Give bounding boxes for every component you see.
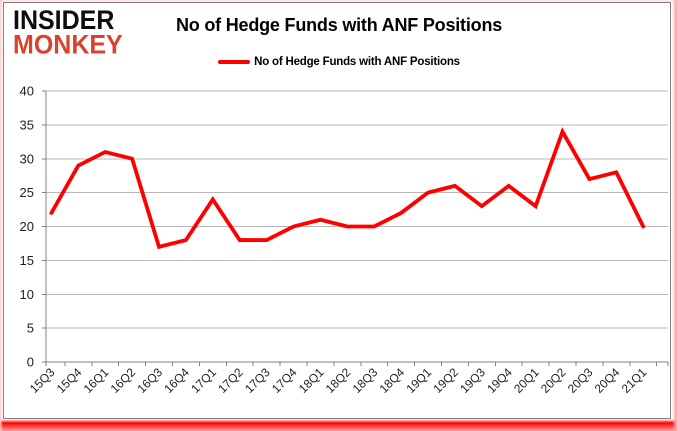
x-tick-label: 17Q4 bbox=[269, 365, 300, 396]
x-tick-label: 18Q1 bbox=[296, 365, 327, 396]
x-tick-label: 19Q3 bbox=[457, 365, 488, 396]
x-tick-label: 20Q1 bbox=[511, 365, 542, 396]
y-tick-label: 40 bbox=[20, 84, 34, 99]
x-tick-label: 15Q3 bbox=[27, 365, 58, 396]
y-tick-label: 30 bbox=[20, 151, 34, 166]
x-tick-label: 16Q4 bbox=[161, 365, 192, 396]
gridlines bbox=[46, 90, 668, 329]
x-tick-label: 16Q1 bbox=[81, 365, 112, 396]
x-tick-label: 15Q4 bbox=[54, 365, 85, 396]
y-tick-label: 20 bbox=[20, 219, 34, 234]
x-tick-label: 19Q1 bbox=[403, 365, 434, 396]
x-axis-labels: 15Q315Q416Q116Q216Q316Q417Q117Q217Q317Q4… bbox=[27, 365, 650, 396]
x-tick-label: 20Q3 bbox=[565, 365, 596, 396]
x-tick-label: 16Q3 bbox=[134, 365, 165, 396]
y-axis-labels: 0 5 10 15 20 25 30 35 40 bbox=[20, 84, 34, 370]
y-tick-label: 5 bbox=[27, 321, 34, 336]
legend-label: No of Hedge Funds with ANF Positions bbox=[254, 56, 460, 68]
chart-panel bbox=[3, 2, 671, 419]
x-tick-label: 19Q2 bbox=[430, 365, 461, 396]
x-tick-label: 16Q2 bbox=[108, 365, 139, 396]
x-tick-label: 20Q2 bbox=[538, 365, 569, 396]
logo-monkey-text: MONKEY bbox=[13, 30, 123, 60]
data-series-line bbox=[49, 127, 646, 250]
y-tick-label: 25 bbox=[20, 185, 34, 200]
x-tick-label: 20Q4 bbox=[592, 365, 623, 396]
logo-insider-text: INSIDER bbox=[13, 5, 115, 36]
y-tick-label: 10 bbox=[20, 287, 34, 302]
x-tick-label: 17Q1 bbox=[188, 365, 219, 396]
x-tick-label: 17Q3 bbox=[242, 365, 273, 396]
y-tick-label: 0 bbox=[27, 355, 34, 370]
x-tick-label: 18Q4 bbox=[377, 365, 408, 396]
axes bbox=[42, 90, 669, 366]
legend-line-marker-icon bbox=[218, 60, 251, 64]
x-tick-label: 19Q4 bbox=[484, 365, 515, 396]
x-tick-label: 17Q2 bbox=[215, 365, 246, 396]
y-tick-label: 35 bbox=[20, 117, 34, 132]
chart-legend: No of Hedge Funds with ANF Positions bbox=[0, 55, 678, 69]
y-tick-label: 15 bbox=[20, 253, 34, 268]
x-tick-label: 18Q3 bbox=[350, 365, 381, 396]
chart-title: No of Hedge Funds with ANF Positions bbox=[175, 15, 503, 35]
insider-monkey-logo: INSIDER MONKEY bbox=[13, 5, 123, 60]
x-tick-label: 18Q2 bbox=[323, 365, 354, 396]
x-tick-label: 21Q1 bbox=[619, 365, 650, 396]
